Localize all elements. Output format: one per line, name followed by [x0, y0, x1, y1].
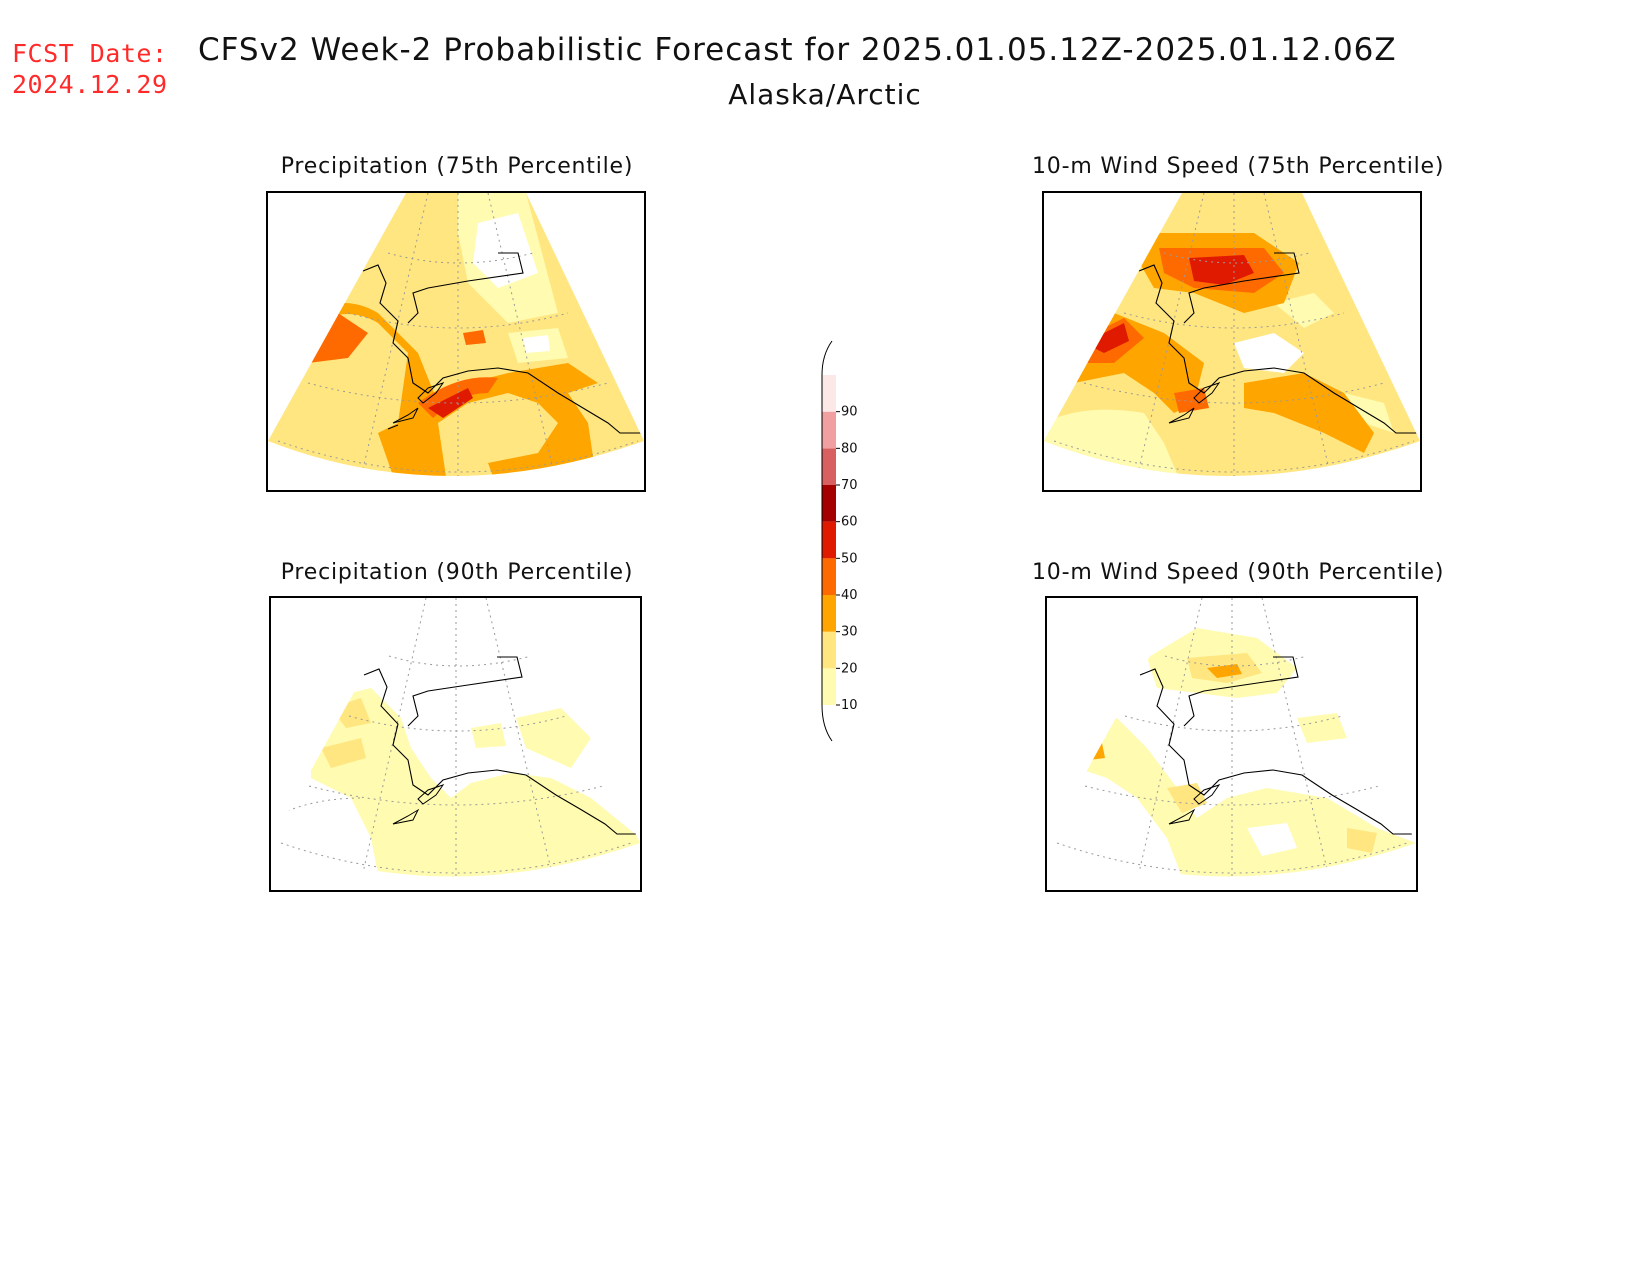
page-title: CFSv2 Week-2 Probabilistic Forecast for … — [198, 32, 1397, 68]
map-panel-wind-75 — [1042, 191, 1422, 492]
colorbar-label: 50 — [841, 551, 858, 566]
colorbar-swatch — [822, 411, 836, 449]
map-panel-wind-90 — [1045, 596, 1418, 892]
colorbar-label: 60 — [841, 515, 858, 530]
colorbar-label: 90 — [841, 405, 858, 420]
colorbar: 10 20 30 40 50 60 70 80 90 — [820, 335, 880, 749]
forecast-date-value: 2024.12.29 — [12, 70, 168, 99]
panel-title-precip-90: Precipitation (90th Percentile) — [280, 560, 634, 585]
colorbar-label: 80 — [841, 441, 858, 456]
colorbar-label: 40 — [841, 588, 858, 603]
region-subtitle: Alaska/Arctic — [728, 78, 922, 111]
colorbar-swatch — [822, 558, 836, 595]
panel-title-wind-90: 10-m Wind Speed (90th Percentile) — [1032, 560, 1445, 585]
forecast-date-label: FCST Date: — [12, 39, 168, 68]
colorbar-swatch — [822, 375, 836, 412]
colorbar-label: 20 — [841, 661, 858, 676]
panel-title-wind-75: 10-m Wind Speed (75th Percentile) — [1032, 154, 1445, 179]
colorbar-swatch — [822, 521, 836, 559]
wind-75-map — [1044, 193, 1420, 476]
colorbar-label: 10 — [841, 698, 858, 713]
precip-90-map — [271, 598, 640, 877]
forecast-date-block: FCST Date: 2024.12.29 — [12, 38, 168, 100]
colorbar-swatch — [822, 668, 836, 705]
colorbar-label: 70 — [841, 478, 858, 493]
precip-75-map — [268, 193, 644, 476]
map-panel-precip-90 — [269, 596, 642, 892]
colorbar-label: 30 — [841, 625, 858, 640]
map-panel-precip-75 — [266, 191, 646, 492]
colorbar-swatch — [822, 485, 836, 522]
colorbar-swatch — [822, 448, 836, 485]
colorbar-swatch — [822, 595, 836, 632]
wind-90-map — [1047, 598, 1416, 877]
colorbar-scale: 10 20 30 40 50 60 70 80 90 — [821, 340, 858, 742]
colorbar-swatch — [822, 631, 836, 669]
panel-title-precip-75: Precipitation (75th Percentile) — [280, 154, 634, 179]
